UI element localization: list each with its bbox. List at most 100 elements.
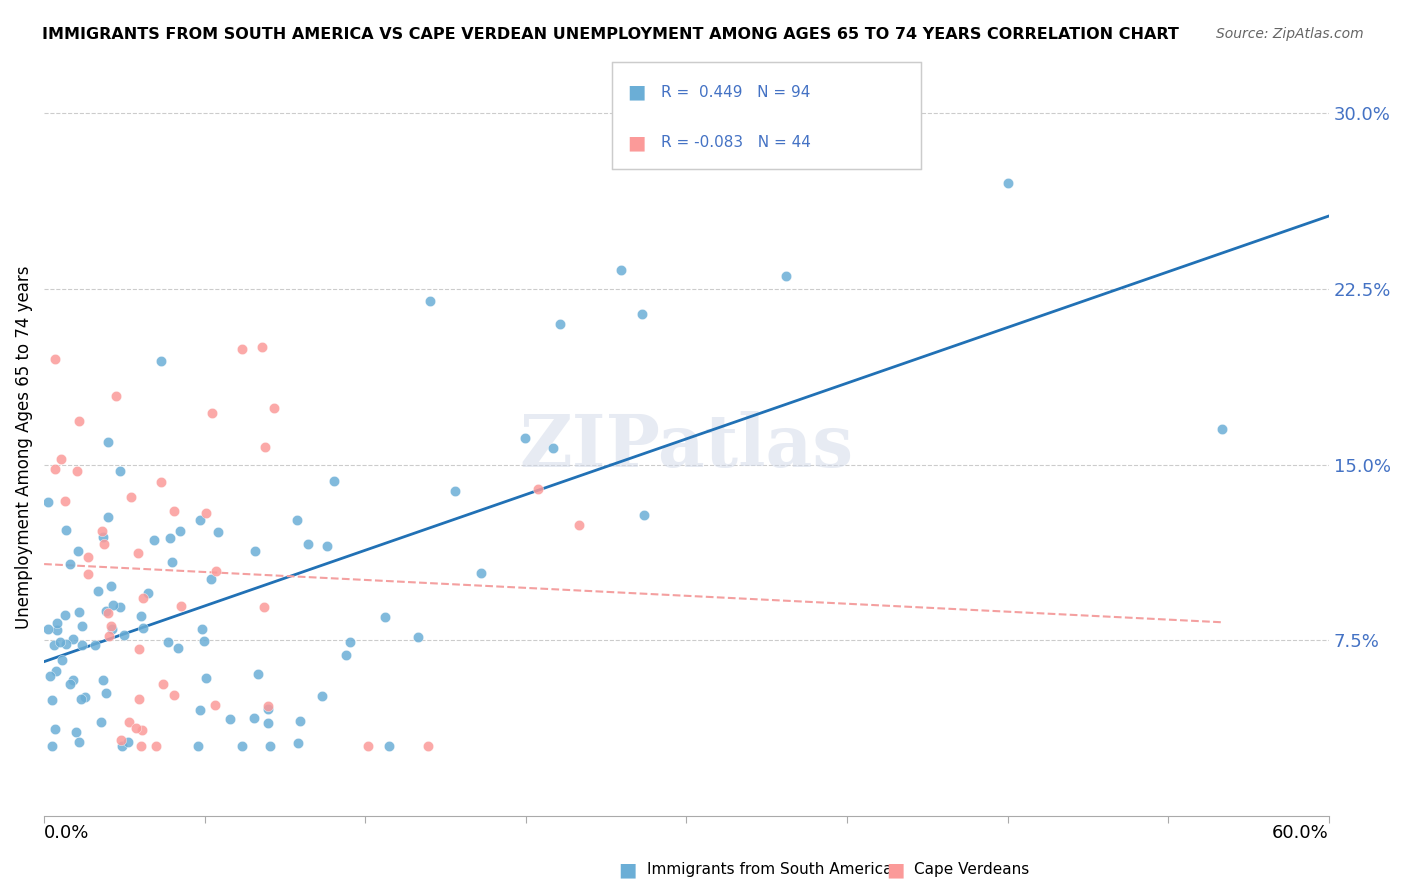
Point (190, 622, 212, 636)
Point (193, 634, 215, 648)
Point (37, 623, 59, 637)
Point (775, 269, 797, 284)
Point (335, 648, 357, 662)
Point (128, 692, 150, 706)
Point (44, 351, 66, 366)
Point (90, 524, 112, 538)
Point (205, 564, 228, 578)
Point (96, 686, 118, 700)
Point (70, 691, 93, 706)
Point (145, 739, 167, 753)
Point (188, 704, 211, 718)
Point (67, 414, 90, 428)
Point (316, 540, 339, 554)
Point (67, 735, 90, 749)
Point (44, 462, 66, 476)
Point (201, 407, 224, 421)
Point (200, 572, 222, 586)
Text: R =  0.449   N = 94: R = 0.449 N = 94 (661, 85, 810, 100)
Point (527, 482, 550, 496)
Point (67, 605, 90, 619)
Point (256, 715, 278, 730)
Point (62, 673, 84, 687)
Point (1211, 422, 1233, 436)
Text: ZIPatlas: ZIPatlas (519, 411, 853, 483)
Text: Cape Verdeans: Cape Verdeans (914, 863, 1029, 877)
Point (170, 599, 193, 614)
Point (41, 692, 63, 706)
Point (97, 510, 120, 524)
Point (287, 736, 309, 750)
Point (87, 583, 110, 598)
Point (66, 464, 89, 478)
Point (105, 389, 128, 403)
Text: ■: ■ (627, 83, 645, 102)
Point (55, 523, 77, 537)
Point (253, 440, 276, 454)
Point (132, 591, 155, 606)
Text: 0.0%: 0.0% (44, 824, 90, 842)
Point (73, 690, 96, 705)
Point (120, 490, 142, 504)
Point (127, 546, 149, 560)
Point (100, 619, 122, 633)
Point (195, 671, 218, 685)
Point (114, 628, 136, 642)
Point (152, 677, 174, 691)
Point (59, 558, 82, 572)
Point (548, 317, 571, 331)
Point (128, 641, 150, 656)
Point (51, 653, 73, 667)
Text: ■: ■ (627, 133, 645, 153)
Point (55, 637, 77, 651)
Point (470, 566, 492, 581)
Point (108, 464, 131, 478)
Text: ■: ■ (886, 860, 904, 880)
Point (204, 698, 226, 712)
Point (77, 566, 100, 581)
Point (163, 688, 186, 702)
Point (46, 623, 69, 637)
Point (253, 599, 276, 614)
Point (160, 555, 183, 569)
Point (150, 354, 173, 368)
Point (357, 739, 380, 753)
Point (149, 475, 172, 489)
Point (110, 733, 132, 747)
Point (67, 544, 90, 558)
Point (288, 714, 311, 728)
Point (59, 677, 82, 691)
Point (219, 712, 242, 726)
Point (45, 665, 67, 679)
Point (90, 714, 112, 729)
Point (100, 622, 122, 636)
Point (118, 714, 141, 729)
Text: 60.0%: 60.0% (1272, 824, 1329, 842)
Point (194, 506, 217, 520)
Point (231, 739, 253, 753)
Point (256, 698, 278, 713)
Point (259, 739, 281, 753)
Point (207, 524, 229, 539)
Point (129, 609, 152, 624)
Point (41, 739, 63, 753)
Point (70, 619, 93, 633)
Point (568, 517, 591, 532)
Point (322, 474, 344, 488)
Point (250, 340, 273, 354)
Point (374, 610, 396, 624)
Point (117, 734, 139, 748)
Text: Immigrants from South America: Immigrants from South America (647, 863, 893, 877)
Point (108, 599, 131, 614)
Point (97, 434, 120, 449)
Point (377, 739, 399, 753)
Point (72, 638, 94, 652)
Point (96, 604, 118, 618)
Point (190, 513, 212, 527)
Point (132, 621, 155, 635)
Point (311, 689, 333, 703)
Point (138, 585, 160, 599)
Point (84, 638, 107, 652)
Point (101, 598, 124, 612)
Y-axis label: Unemployment Among Ages 65 to 74 years: Unemployment Among Ages 65 to 74 years (15, 265, 32, 629)
